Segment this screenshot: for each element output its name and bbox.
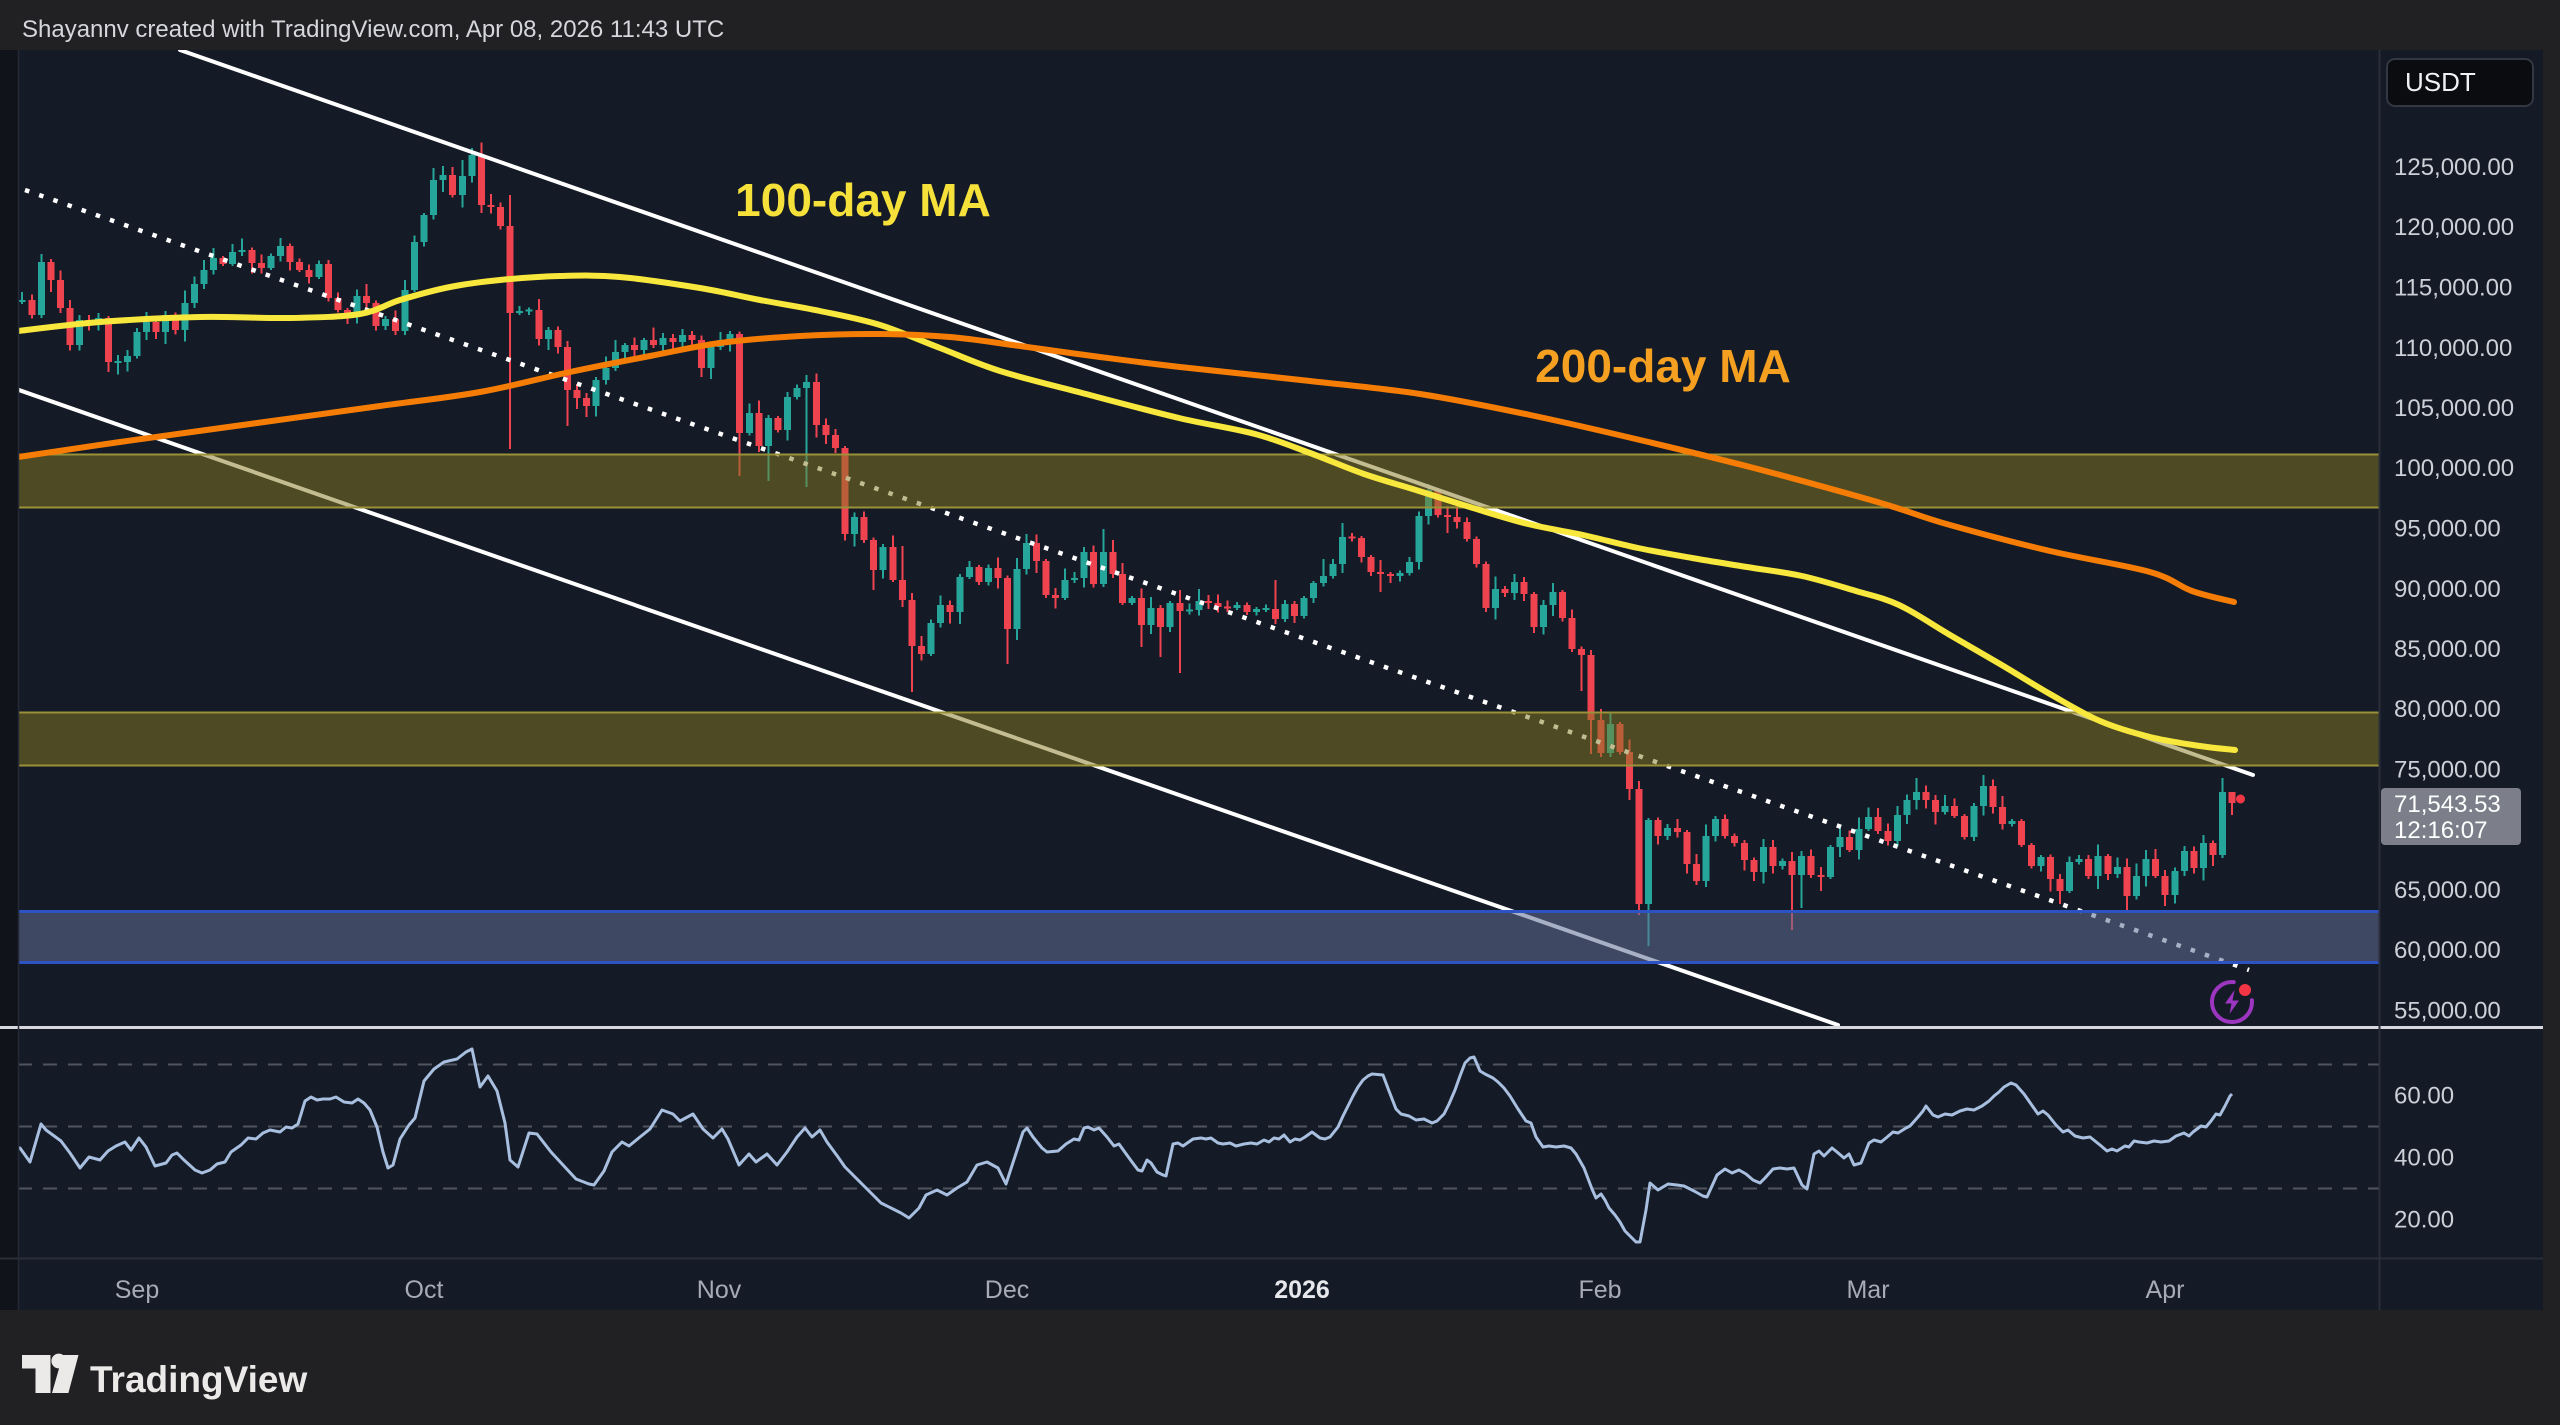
svg-text:65,000.00: 65,000.00 <box>2394 877 2501 904</box>
svg-text:85,000.00: 85,000.00 <box>2394 636 2501 663</box>
svg-text:110,000.00: 110,000.00 <box>2394 335 2512 362</box>
svg-text:Sep: Sep <box>115 1276 159 1304</box>
svg-text:60.00: 60.00 <box>2394 1083 2454 1110</box>
svg-text:55,000.00: 55,000.00 <box>2394 998 2501 1025</box>
svg-text:TradingView: TradingView <box>90 1359 307 1400</box>
svg-text:105,000.00: 105,000.00 <box>2394 395 2514 422</box>
svg-text:120,000.00: 120,000.00 <box>2394 214 2514 241</box>
svg-text:200-day MA: 200-day MA <box>1535 340 1791 392</box>
svg-text:Oct: Oct <box>405 1276 444 1304</box>
svg-text:Mar: Mar <box>1846 1276 1889 1304</box>
svg-text:Nov: Nov <box>697 1276 742 1304</box>
svg-text:80,000.00: 80,000.00 <box>2394 696 2501 723</box>
svg-text:40.00: 40.00 <box>2394 1145 2454 1172</box>
svg-text:100-day MA: 100-day MA <box>735 174 991 226</box>
svg-text:2026: 2026 <box>1274 1276 1330 1304</box>
svg-text:20.00: 20.00 <box>2394 1207 2454 1234</box>
svg-text:Apr: Apr <box>2146 1276 2185 1304</box>
svg-text:125,000.00: 125,000.00 <box>2394 154 2514 181</box>
svg-text:12:16:07: 12:16:07 <box>2394 817 2487 844</box>
svg-text:75,000.00: 75,000.00 <box>2394 757 2501 784</box>
svg-text:90,000.00: 90,000.00 <box>2394 576 2501 603</box>
svg-text:60,000.00: 60,000.00 <box>2394 937 2501 964</box>
svg-text:115,000.00: 115,000.00 <box>2394 275 2512 302</box>
svg-text:100,000.00: 100,000.00 <box>2394 455 2514 482</box>
svg-text:95,000.00: 95,000.00 <box>2394 516 2501 543</box>
svg-text:Shayannv created with TradingV: Shayannv created with TradingView.com, A… <box>22 16 724 43</box>
svg-text:Feb: Feb <box>1578 1276 1621 1304</box>
svg-text:71,543.53: 71,543.53 <box>2394 791 2501 818</box>
svg-text:USDT: USDT <box>2405 67 2476 97</box>
svg-text:Dec: Dec <box>985 1276 1029 1304</box>
